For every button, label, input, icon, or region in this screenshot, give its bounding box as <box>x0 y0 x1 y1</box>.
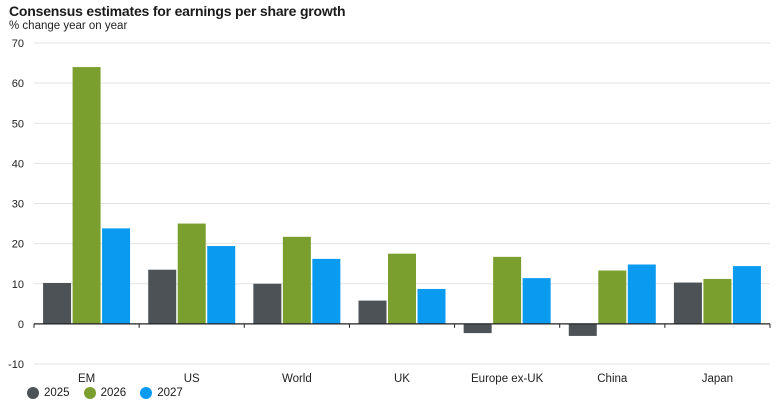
x-tick-label: World <box>282 373 312 385</box>
legend-swatch-2026 <box>83 387 96 399</box>
legend: 2025 2026 2027 <box>27 387 183 399</box>
x-tick-label: EM <box>78 373 95 385</box>
bar-2027 <box>522 278 551 324</box>
legend-swatch-2027 <box>140 387 153 399</box>
x-tick-label: Japan <box>702 373 733 385</box>
bar-2025 <box>148 269 177 324</box>
x-tick-label: Europe ex-UK <box>471 373 544 385</box>
bar-2027 <box>312 258 341 324</box>
bar-2026 <box>598 270 627 324</box>
chart-title: Consensus estimates for earnings per sha… <box>9 3 346 19</box>
y-tick-label: 0 <box>18 319 24 331</box>
legend-item-2026: 2026 <box>83 387 127 399</box>
bar-2026 <box>493 256 522 324</box>
bar-2025 <box>568 323 597 336</box>
x-tick-label: China <box>597 373 628 385</box>
bar-2027 <box>732 266 761 324</box>
bar-2025 <box>463 323 492 334</box>
legend-swatch-2025 <box>27 387 39 399</box>
bar-2026 <box>72 67 101 324</box>
bar-2027 <box>627 264 656 324</box>
bar-2027 <box>102 228 131 324</box>
y-tick-label: 70 <box>12 38 24 50</box>
y-tick-label: 20 <box>12 239 24 251</box>
bar-2025 <box>43 282 72 324</box>
y-tick-label: 10 <box>12 279 24 291</box>
bar-2027 <box>417 288 446 324</box>
legend-label-2025: 2025 <box>44 387 70 399</box>
bar-2026 <box>177 223 206 324</box>
legend-label-2027: 2027 <box>157 387 183 399</box>
legend-item-2025: 2025 <box>27 387 70 399</box>
bar-2026 <box>703 278 732 324</box>
bar-2026 <box>282 236 311 324</box>
legend-label-2026: 2026 <box>100 387 127 399</box>
bar-2027 <box>207 246 236 324</box>
bar-2025 <box>673 282 702 324</box>
x-tick-label: UK <box>394 373 410 385</box>
y-tick-label: -10 <box>8 359 24 371</box>
y-tick-label: 60 <box>12 78 24 90</box>
bar-2025 <box>253 283 282 324</box>
y-tick-label: 30 <box>12 199 24 211</box>
legend-item-2027: 2027 <box>140 387 183 399</box>
bar-2025 <box>358 300 387 324</box>
bar-2026 <box>388 253 416 324</box>
y-tick-label: 40 <box>12 158 24 170</box>
chart-subtitle: % change year on year <box>9 20 128 32</box>
x-tick-label: US <box>184 373 200 385</box>
y-tick-label: 50 <box>12 118 24 130</box>
